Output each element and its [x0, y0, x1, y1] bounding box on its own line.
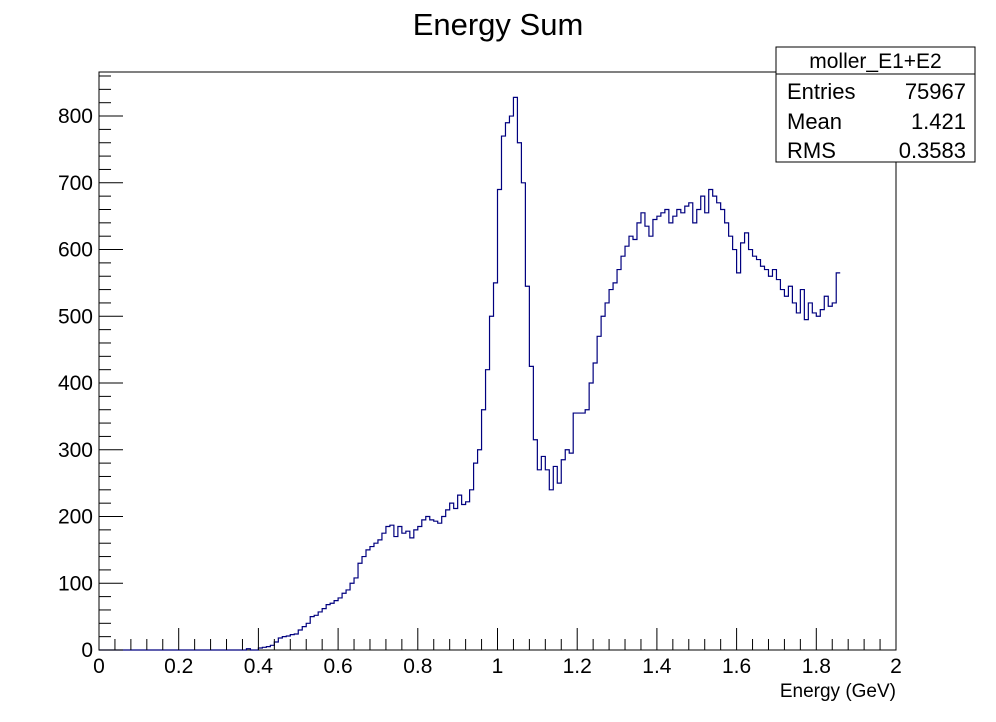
stats-box-frame — [775, 46, 976, 163]
x-tick-label: 1.8 — [802, 655, 831, 678]
x-tick-label: 1.6 — [722, 655, 751, 678]
y-tick-label: 100 — [58, 572, 93, 595]
stats-box-title: moller_E1+E2 — [809, 50, 942, 73]
chart-title: Energy Sum — [413, 7, 584, 42]
x-tick-label: 0.2 — [164, 655, 193, 678]
x-tick-label: 1.2 — [563, 655, 592, 678]
x-tick-label: 1 — [492, 655, 504, 678]
axes: 0 0.2 0.4 0.6 0.8 1 1.2 1.4 1.6 1.8 2 0 100 200 300 400… — [58, 75, 902, 678]
stats-entries-value: 75967 — [905, 79, 966, 104]
stats-mean-value: 1.421 — [911, 109, 966, 134]
histogram-line — [99, 96, 841, 651]
x-tick-label: 2 — [890, 655, 902, 678]
y-tick-label: 800 — [58, 105, 93, 128]
x-tick-label: 0 — [93, 655, 105, 678]
x-tick-label: 0.8 — [403, 655, 432, 678]
y-tick-label: 300 — [58, 439, 93, 462]
stats-mean-label: Mean — [787, 109, 842, 134]
y-tick-label: 0 — [81, 639, 93, 662]
y-tick-label: 600 — [58, 239, 93, 262]
x-tick-label: 1.4 — [642, 655, 672, 678]
stats-box: moller_E1+E2 Entries 75967 Mean 1.421 RM… — [775, 46, 976, 163]
y-tick-label: 400 — [58, 372, 93, 395]
stats-entries-label: Entries — [787, 79, 855, 104]
y-tick-label: 700 — [58, 172, 93, 195]
x-tick-label: 0.4 — [244, 655, 274, 678]
stats-rms-value: 0.3583 — [899, 138, 966, 163]
y-tick-label: 500 — [58, 305, 93, 328]
x-tick-label: 0.6 — [323, 655, 352, 678]
x-axis-label: Energy (GeV) — [780, 681, 896, 702]
histogram-series — [99, 96, 841, 651]
stats-rms-label: RMS — [787, 138, 836, 163]
y-tick-label: 200 — [58, 506, 93, 529]
